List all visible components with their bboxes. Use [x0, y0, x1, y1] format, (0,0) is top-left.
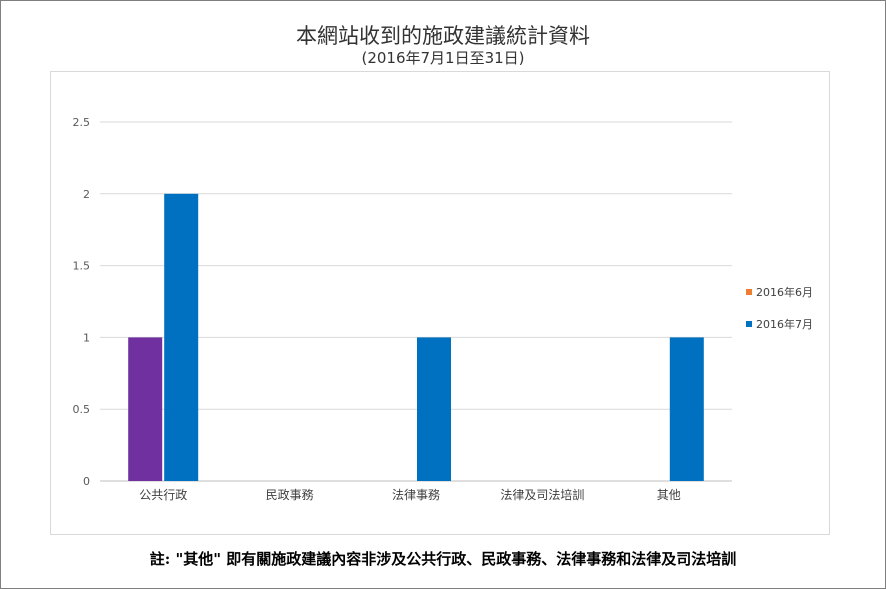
x-tick-label: 民政事務 — [266, 488, 314, 502]
bar-june — [128, 337, 163, 481]
legend-swatch — [746, 321, 752, 327]
y-tick-label: 1.5 — [73, 260, 91, 273]
y-tick-label: 0.5 — [73, 403, 91, 416]
bar-july — [164, 193, 199, 482]
chart-title: 本網站收到的施政建議統計資料 — [296, 24, 590, 48]
x-tick-label: 法律及司法培訓 — [500, 487, 584, 502]
y-tick-label: 1 — [83, 331, 90, 344]
y-tick-label: 2 — [83, 188, 90, 201]
legend-swatch — [746, 289, 752, 295]
legend-label: 2016年6月 — [756, 285, 813, 299]
x-tick-label: 其他 — [657, 488, 681, 502]
y-tick-label: 2.5 — [73, 116, 91, 129]
y-tick-label: 0 — [83, 475, 90, 488]
footnote: 註: "其他" 即有關施政建議內容非涉及公共行政、民政事務、法律事務和法律及司法… — [149, 550, 737, 568]
bar-july — [669, 337, 704, 481]
chart-subtitle: (2016年7月1日至31日) — [361, 49, 525, 67]
bar-july — [417, 337, 451, 481]
x-tick-label: 法律事務 — [392, 488, 440, 502]
x-tick-label: 公共行政 — [139, 488, 187, 502]
legend-label: 2016年7月 — [756, 317, 813, 331]
